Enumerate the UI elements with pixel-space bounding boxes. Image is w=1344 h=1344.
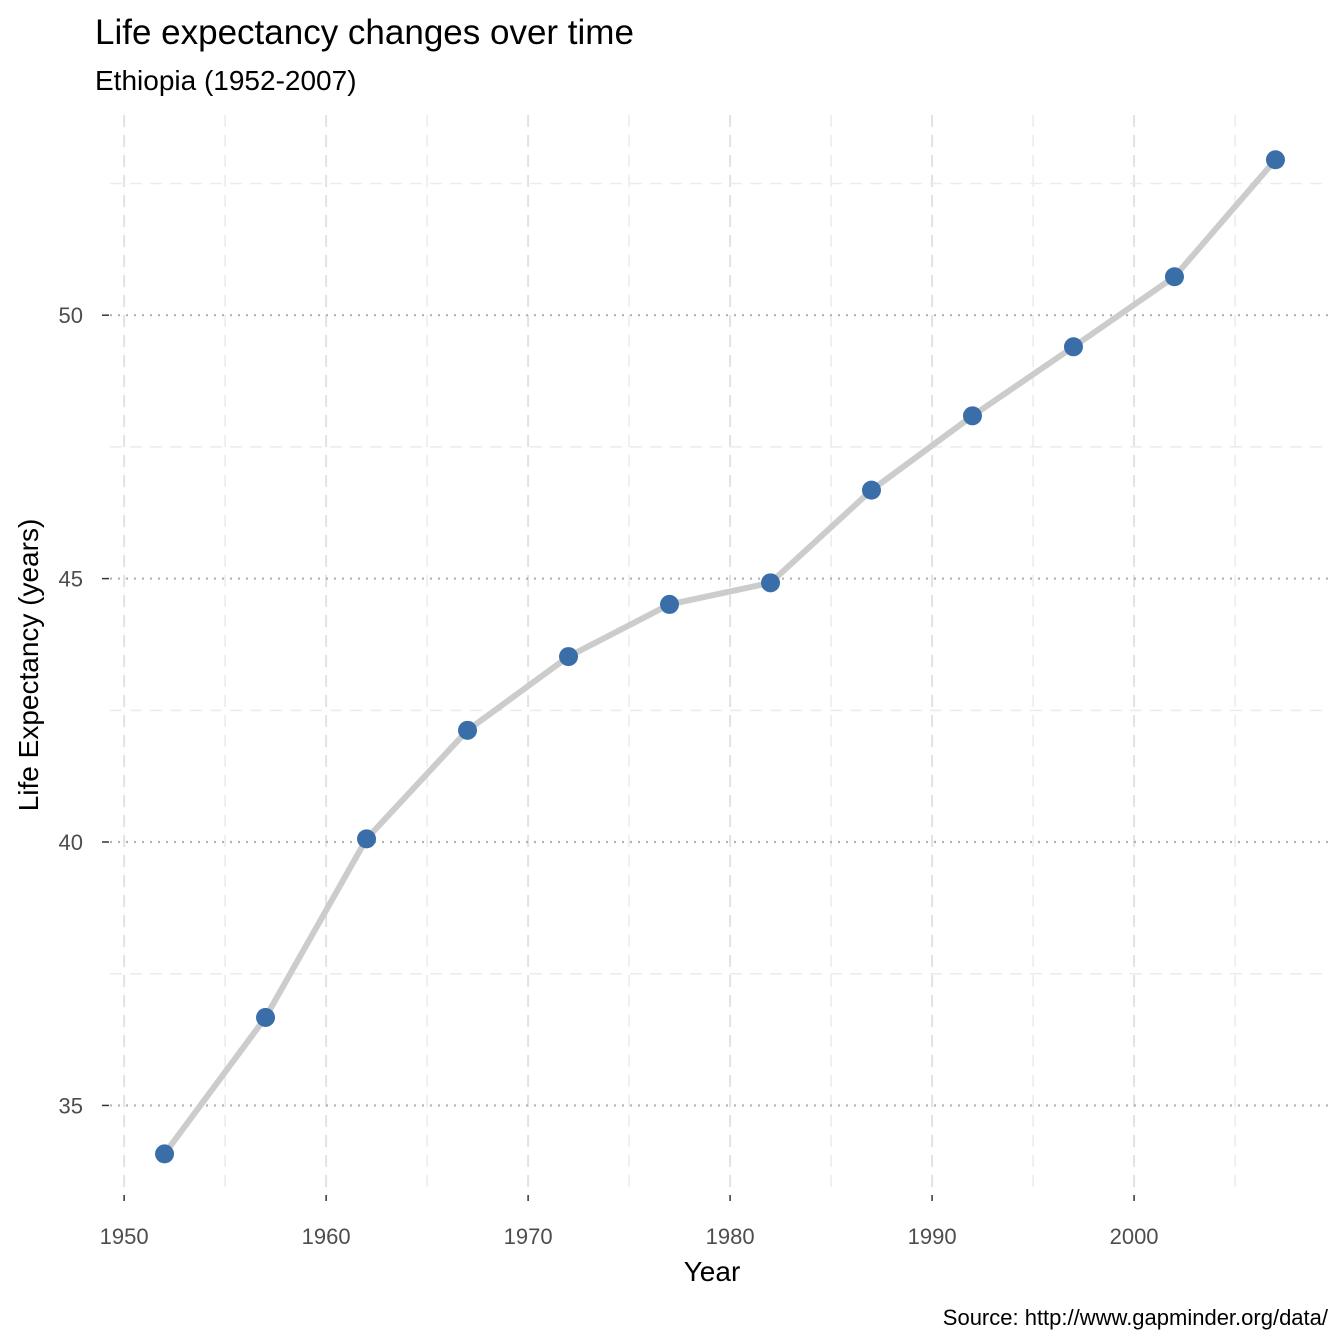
series-line-layer — [161, 156, 1279, 1157]
y-tick-label: 35 — [59, 1093, 83, 1118]
data-point — [256, 1007, 276, 1027]
x-axis-title: Year — [684, 1256, 741, 1287]
grid-lines — [110, 115, 1330, 1195]
data-point — [458, 720, 478, 740]
chart-title: Life expectancy changes over time — [95, 13, 634, 52]
data-point — [1063, 337, 1083, 357]
data-point — [357, 829, 377, 849]
x-tick-label: 2000 — [1110, 1224, 1159, 1249]
y-tick-label: 50 — [59, 303, 83, 328]
data-point — [962, 406, 982, 426]
x-tick-label: 1960 — [302, 1224, 351, 1249]
data-points-layer — [155, 150, 1285, 1164]
data-point — [760, 573, 780, 593]
x-tick-label: 1990 — [908, 1224, 957, 1249]
y-axis-ticks: 35 40 45 50 — [59, 303, 109, 1118]
y-tick-label: 40 — [59, 830, 83, 855]
x-tick-label: 1980 — [706, 1224, 755, 1249]
data-point — [660, 594, 680, 614]
data-point — [559, 647, 579, 667]
source-caption: Source: http://www.gapminder.org/data/ — [943, 1305, 1329, 1330]
x-axis-ticks: 1950 1960 1970 1980 1990 2000 — [100, 1195, 1159, 1249]
data-point — [1265, 150, 1285, 170]
x-tick-label: 1970 — [504, 1224, 553, 1249]
x-tick-label: 1950 — [100, 1224, 149, 1249]
data-point — [1164, 267, 1184, 287]
data-point — [155, 1144, 175, 1164]
series-line — [161, 156, 1279, 1157]
y-axis-title: Life Expectancy (years) — [13, 519, 44, 812]
y-tick-label: 45 — [59, 567, 83, 592]
chart-subtitle: Ethiopia (1952-2007) — [95, 65, 357, 96]
data-point — [861, 480, 881, 500]
